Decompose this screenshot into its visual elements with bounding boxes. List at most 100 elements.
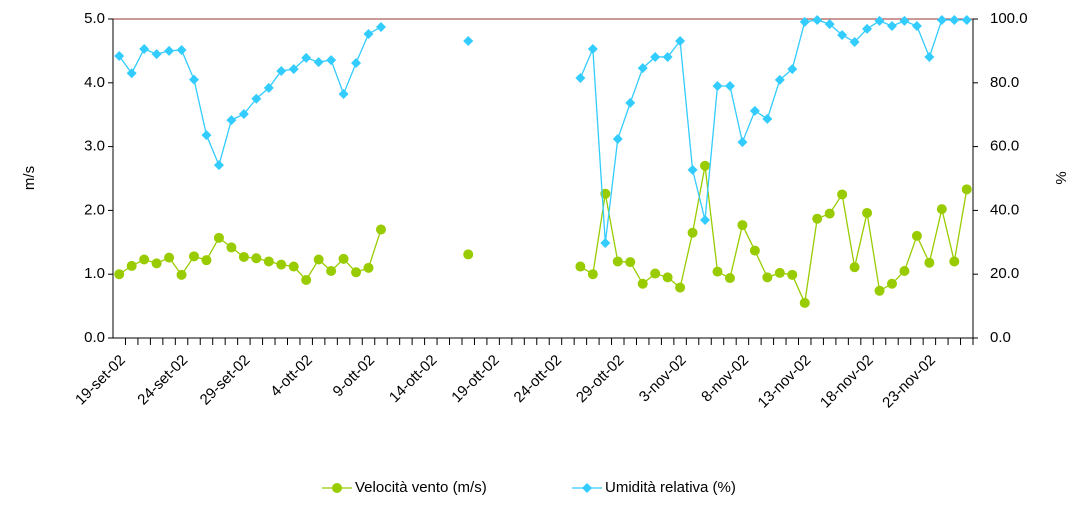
marker <box>575 73 586 84</box>
y2-tick-label: 0.0 <box>990 329 1011 346</box>
y2-tick-label: 100.0 <box>990 10 1028 27</box>
marker <box>313 254 324 265</box>
marker <box>712 266 723 277</box>
marker <box>687 164 698 175</box>
marker <box>650 268 661 279</box>
marker <box>351 58 362 69</box>
marker <box>824 208 835 219</box>
marker <box>151 258 162 269</box>
marker <box>687 227 698 238</box>
marker <box>301 274 312 285</box>
legend-label: Umidità relativa (%) <box>605 479 736 496</box>
y-tick-label: 0.0 <box>84 329 105 346</box>
marker <box>936 204 947 215</box>
marker <box>762 113 773 124</box>
marker <box>675 36 686 47</box>
marker <box>737 220 748 231</box>
x-tick-label: 9-ott-02 <box>330 352 379 401</box>
marker <box>650 51 661 62</box>
marker <box>824 19 835 30</box>
marker <box>363 28 374 39</box>
marker <box>637 278 648 289</box>
x-tick-label: 8-nov-02 <box>698 352 752 406</box>
marker <box>164 45 175 56</box>
marker <box>600 237 611 248</box>
marker <box>351 267 362 278</box>
x-tick-label: 24-set-02 <box>134 352 191 409</box>
marker <box>849 262 860 273</box>
marker <box>949 256 960 267</box>
marker <box>712 80 723 91</box>
marker <box>749 245 760 256</box>
marker <box>288 64 299 75</box>
marker <box>582 483 592 493</box>
marker <box>139 43 150 54</box>
marker <box>874 15 885 26</box>
marker <box>189 251 200 262</box>
y-tick-label: 5.0 <box>84 10 105 27</box>
x-tick-label: 29-ott-02 <box>573 352 627 406</box>
x-tick-label: 19-set-02 <box>72 352 129 409</box>
marker <box>226 242 237 253</box>
marker <box>139 254 150 265</box>
x-tick-label: 29-set-02 <box>197 352 254 409</box>
marker <box>837 189 848 200</box>
marker <box>949 14 960 25</box>
y2-tick-label: 80.0 <box>990 74 1019 91</box>
marker <box>226 115 237 126</box>
y2-tick-label: 20.0 <box>990 265 1019 282</box>
marker <box>911 230 922 241</box>
marker <box>301 52 312 63</box>
marker <box>774 267 785 278</box>
marker <box>899 266 910 277</box>
marker <box>799 297 810 308</box>
marker <box>936 14 947 25</box>
marker <box>849 36 860 47</box>
marker <box>700 214 711 225</box>
y-tick-label: 1.0 <box>84 265 105 282</box>
marker <box>886 278 897 289</box>
marker <box>114 51 125 62</box>
marker <box>326 55 337 66</box>
marker <box>276 259 287 270</box>
marker <box>375 21 386 32</box>
marker <box>762 272 773 283</box>
x-tick-label: 14-ott-02 <box>386 352 440 406</box>
marker <box>737 137 748 148</box>
marker <box>263 82 274 93</box>
marker <box>332 483 342 493</box>
marker <box>862 23 873 34</box>
marker <box>251 253 262 264</box>
marker <box>338 88 349 99</box>
y-axis-label: m/s <box>21 166 38 190</box>
marker <box>924 51 935 62</box>
marker <box>612 133 623 144</box>
marker <box>151 49 162 60</box>
marker <box>899 15 910 26</box>
marker <box>375 224 386 235</box>
marker <box>251 93 262 104</box>
marker <box>924 257 935 268</box>
marker <box>874 285 885 296</box>
y-tick-label: 3.0 <box>84 138 105 155</box>
marker <box>201 130 212 141</box>
marker <box>338 253 349 264</box>
marker <box>961 184 972 195</box>
marker <box>637 63 648 74</box>
marker <box>625 97 636 108</box>
marker <box>700 160 711 171</box>
x-tick-label: 18-nov-02 <box>817 352 877 412</box>
x-tick-label: 13-nov-02 <box>755 352 815 412</box>
marker <box>575 261 586 272</box>
x-tick-label: 23-nov-02 <box>879 352 939 412</box>
marker <box>724 273 735 284</box>
marker <box>812 14 823 25</box>
y-tick-label: 4.0 <box>84 74 105 91</box>
marker <box>238 109 249 120</box>
marker <box>463 249 474 260</box>
marker <box>587 43 598 54</box>
marker <box>812 213 823 224</box>
marker <box>326 266 337 277</box>
marker <box>662 272 673 283</box>
marker <box>862 207 873 218</box>
